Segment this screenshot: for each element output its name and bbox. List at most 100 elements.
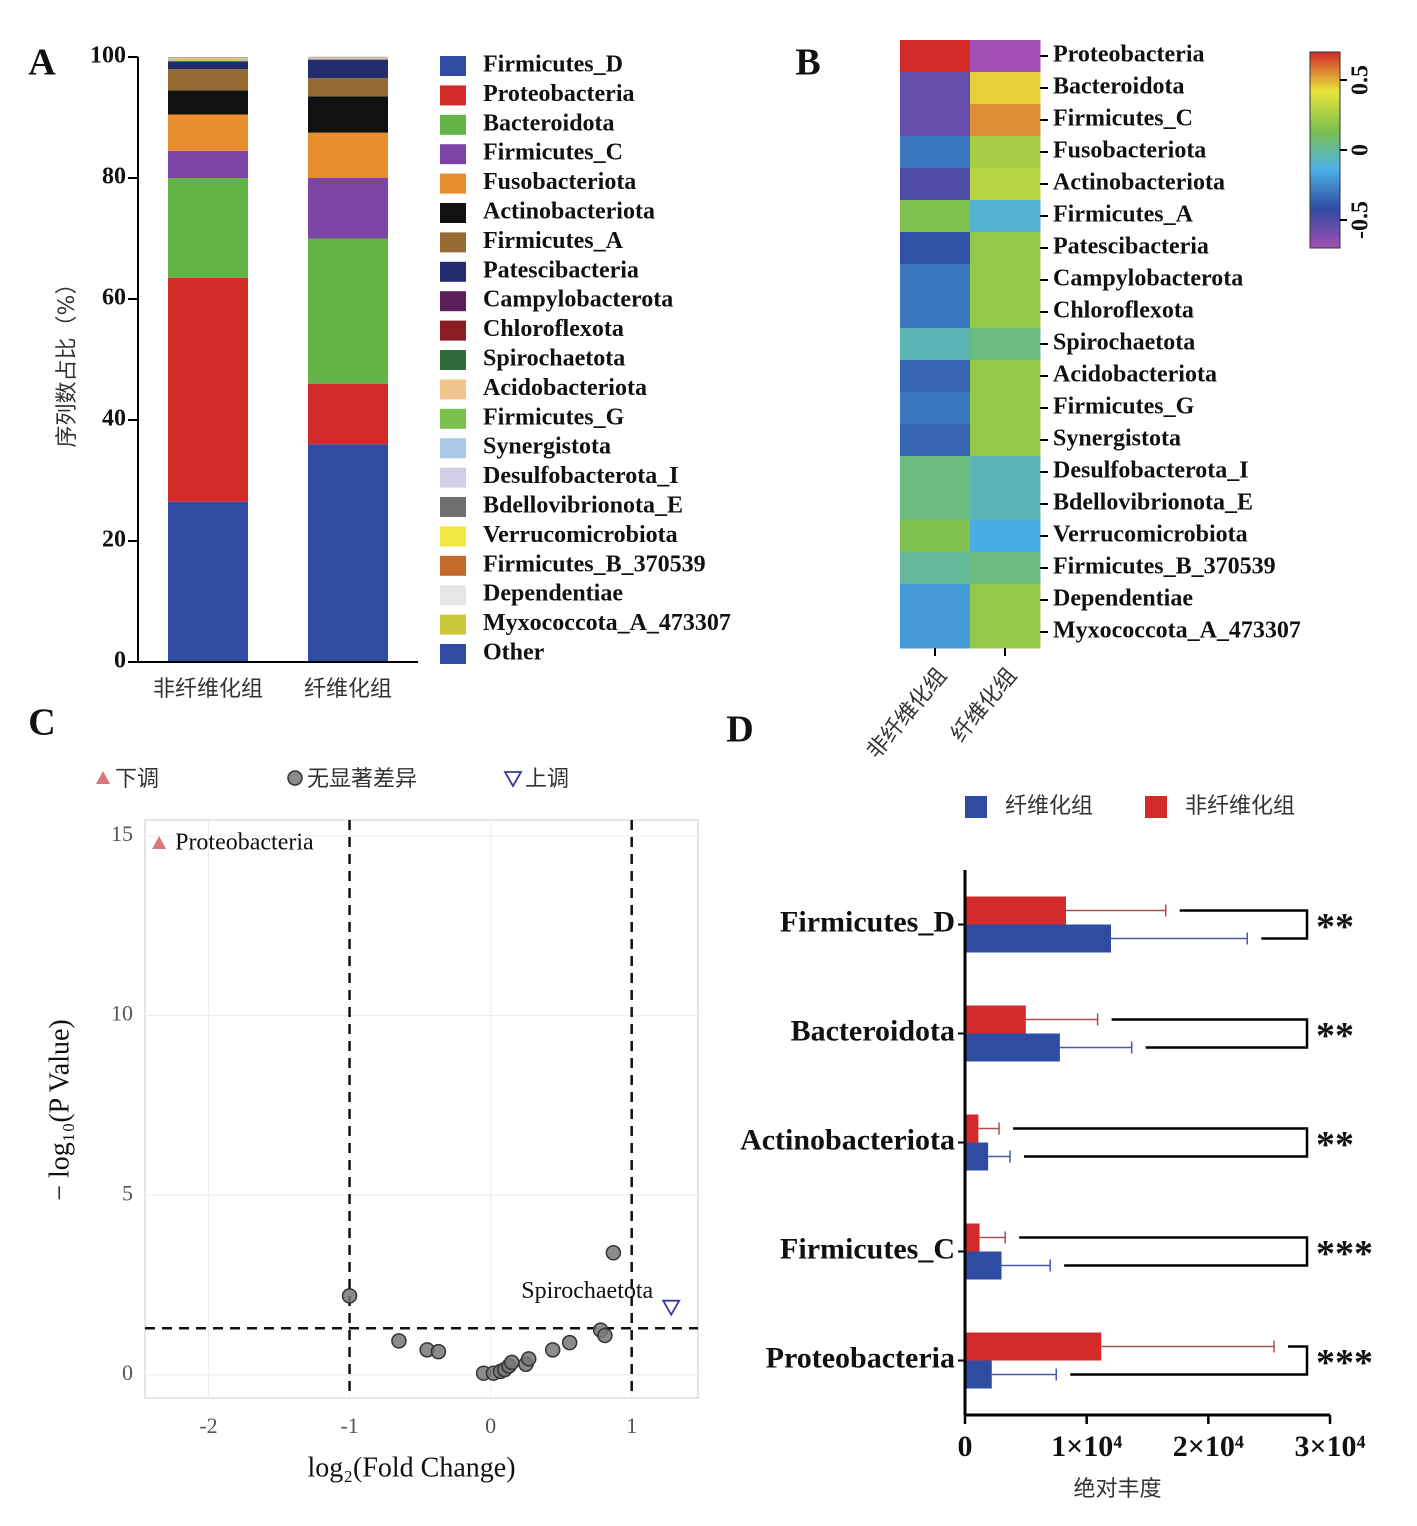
point	[504, 1354, 520, 1371]
legend-label: Proteobacteria	[483, 81, 635, 107]
row-label: Firmicutes_B_370539	[1053, 554, 1276, 580]
heat-cell	[970, 264, 1041, 297]
legend-swatch	[440, 203, 466, 223]
legend-marker	[287, 770, 303, 786]
heat-cell	[970, 520, 1041, 553]
legend-swatch	[440, 497, 466, 517]
legend-label: Verrucomicrobiota	[483, 522, 678, 548]
legend-label: 上调	[525, 767, 569, 792]
legend-label: Bacteroidota	[483, 110, 615, 136]
legend-swatch	[440, 232, 466, 253]
point	[430, 1343, 447, 1360]
heat-cell	[900, 456, 971, 489]
legend-swatch	[440, 467, 466, 488]
row-label: Acidobacteriota	[1053, 362, 1217, 388]
heat-cell	[900, 584, 971, 617]
significance-label: **	[1316, 1124, 1354, 1166]
bar-segment	[308, 178, 388, 239]
legend-label: Firmicutes_C	[483, 140, 623, 166]
heat-cell	[900, 104, 971, 137]
x-axis-title: log₂(Fold Change)	[307, 1452, 515, 1483]
legend-label: 非纤维化组	[1185, 794, 1295, 819]
legend-swatch	[440, 320, 466, 341]
legend-label: Acidobacteriota	[483, 375, 647, 401]
legend-label: Synergistota	[483, 434, 611, 460]
point	[661, 1299, 681, 1317]
bar	[965, 1005, 1026, 1034]
error-bar	[1065, 904, 1167, 917]
legend-swatch	[440, 555, 466, 576]
significance-label: ***	[1316, 1233, 1373, 1275]
bar	[965, 1033, 1060, 1062]
heat-cell	[900, 264, 971, 297]
bar-segment	[308, 78, 388, 97]
row-label: Myxococcota_A_473307	[1053, 618, 1301, 644]
row-label: Verrucomicrobiota	[1053, 522, 1248, 548]
row-label: Actinobacteriota	[1053, 170, 1225, 196]
x-tick-label: 2×10⁴	[1173, 1430, 1244, 1463]
bar-segment	[168, 501, 248, 662]
row-label: Fusobacteriota	[1053, 138, 1206, 164]
colorbar	[1309, 51, 1341, 249]
legend-label: Chloroflexota	[483, 316, 624, 342]
legend-label: Myxococcota_A_473307	[483, 610, 731, 636]
plot-frame	[144, 819, 699, 1399]
legend-label: Firmicutes_A	[483, 228, 624, 254]
panel-label: D	[726, 709, 753, 751]
legend-label: Patescibacteria	[483, 257, 639, 283]
heat-cell	[900, 616, 971, 649]
row-label: Campylobacterota	[1053, 266, 1243, 292]
heat-cell	[900, 392, 971, 425]
error-bar	[1111, 932, 1249, 945]
legend-label: Firmicutes_D	[483, 52, 623, 78]
row-label: Desulfobacterota_I	[1053, 458, 1249, 484]
colorbar-label: 0.5	[1348, 65, 1374, 95]
row-label: Firmicutes_A	[1053, 202, 1194, 228]
heat-cell	[970, 136, 1041, 169]
heat-cell	[970, 552, 1041, 585]
bar-segment	[168, 114, 248, 151]
significance-bracket	[1013, 1127, 1309, 1158]
legend-swatch	[440, 291, 466, 312]
bar-segment	[308, 132, 388, 178]
x-tick-label: 0	[485, 1413, 496, 1438]
col-label: 纤维化组	[946, 664, 1022, 747]
y-tick-label: 60	[102, 285, 126, 311]
x-tick-label: -2	[199, 1413, 217, 1438]
x-tick-label: 非纤维化组	[153, 677, 263, 702]
y-tick-label: 15	[111, 821, 133, 846]
x-axis-title: 绝对丰度	[1073, 1477, 1161, 1502]
heat-cell	[900, 40, 971, 73]
heat-cell	[900, 520, 971, 553]
heat-cell	[970, 488, 1041, 521]
legend-swatch	[440, 173, 466, 194]
legend-swatch	[1145, 796, 1167, 818]
legend-label: Spirochaetota	[483, 346, 625, 372]
bar-segment	[308, 238, 388, 384]
heat-cell	[900, 168, 971, 201]
legend-label: Desulfobacterota_I	[483, 463, 679, 489]
x-tick-label: -1	[340, 1413, 358, 1438]
heat-cell	[970, 360, 1041, 393]
row-label: Synergistota	[1053, 426, 1181, 452]
legend-swatch	[440, 114, 466, 135]
error-bar	[979, 1231, 1006, 1244]
y-tick-label: 20	[102, 527, 126, 553]
heat-cell	[970, 168, 1041, 201]
legend-label: Firmicutes_G	[483, 404, 625, 430]
y-tick-label: 80	[102, 164, 126, 190]
point	[391, 1333, 407, 1349]
bar	[965, 1251, 1002, 1280]
significance-label: ***	[1316, 1342, 1373, 1384]
bar	[965, 1142, 989, 1171]
legend-swatch	[440, 614, 466, 635]
bar-segment	[308, 444, 388, 662]
heat-cell	[970, 296, 1041, 329]
legend-label: Campylobacterota	[483, 287, 673, 313]
y-tick-label: Firmicutes_C	[780, 1232, 955, 1265]
legend-swatch	[965, 796, 987, 818]
heat-cell	[900, 488, 971, 521]
y-axis-title: 序列数占比（%）	[55, 273, 80, 448]
heat-cell	[970, 328, 1041, 361]
